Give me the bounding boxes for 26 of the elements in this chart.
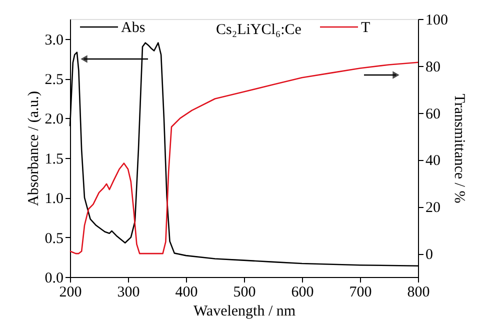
- y2-tick-label: 0: [426, 247, 433, 264]
- y2-tick-label: 60: [426, 106, 440, 122]
- y2-tick-label: 100: [426, 12, 448, 28]
- y-tick-label: 0.5: [44, 230, 64, 247]
- y-tick-label: 1.5: [44, 151, 64, 168]
- annotation: Cs₂LiYCl₆:Ce: [216, 22, 302, 38]
- x-tick-label: 600: [291, 284, 314, 300]
- y-tick-label: 3.0: [44, 32, 64, 48]
- y-tick-label: 0.0: [44, 270, 64, 286]
- y2-tick-label: 40: [426, 153, 440, 170]
- y2-tick-label: 20: [426, 200, 440, 216]
- y-tick-label: 1.0: [44, 191, 64, 208]
- x-tick-label: 300: [117, 284, 140, 300]
- x-tick-label: 400: [175, 284, 198, 300]
- x-tick-label: 700: [349, 284, 372, 300]
- x-tick-label: 500: [233, 284, 256, 300]
- y-tick-label: 2.5: [44, 72, 64, 88]
- legend-label: Abs: [121, 20, 146, 36]
- x-tick-label: 200: [59, 284, 82, 300]
- y2-axis-title: Transmittance / %: [451, 94, 467, 204]
- y-axis-title: Absorbance / (a.u.): [26, 91, 42, 206]
- legend-label: T: [361, 20, 370, 36]
- y-tick-label: 2.0: [44, 112, 64, 128]
- y2-tick-label: 80: [426, 59, 440, 76]
- x-axis-title: Wavelength / nm: [193, 304, 296, 320]
- x-tick-label: 800: [407, 284, 430, 300]
